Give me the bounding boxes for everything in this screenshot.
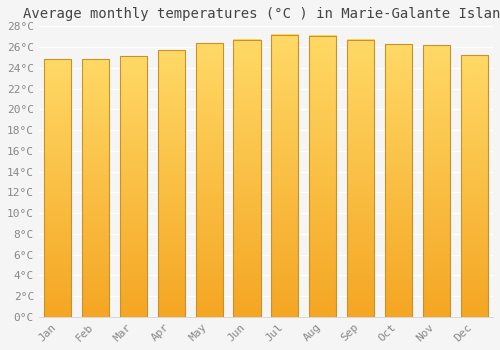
Bar xyxy=(234,40,260,317)
Bar xyxy=(385,44,412,317)
Bar xyxy=(271,35,298,317)
Bar xyxy=(196,43,223,317)
Bar xyxy=(44,60,72,317)
Bar xyxy=(120,56,147,317)
Bar xyxy=(82,60,109,317)
Bar xyxy=(460,55,488,317)
Bar xyxy=(422,45,450,317)
Bar xyxy=(158,50,185,317)
Bar xyxy=(309,36,336,317)
Bar xyxy=(347,40,374,317)
Title: Average monthly temperatures (°C ) in Marie-Galante Island: Average monthly temperatures (°C ) in Ma… xyxy=(23,7,500,21)
